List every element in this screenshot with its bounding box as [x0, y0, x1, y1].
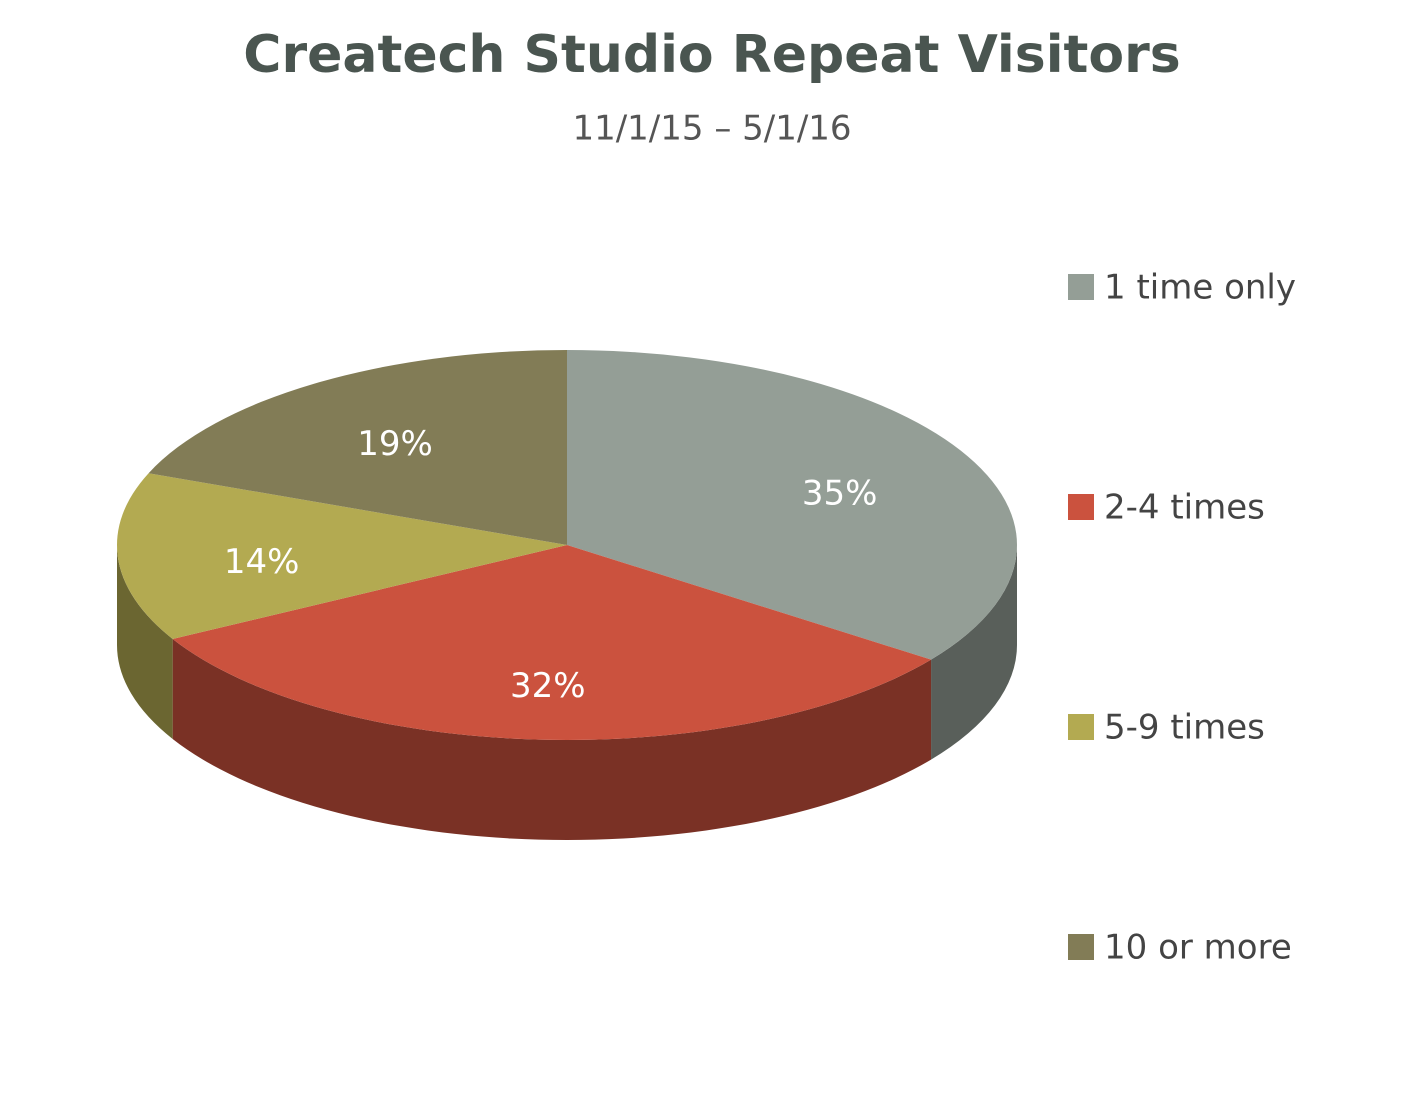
- pie-slice: [567, 350, 1017, 660]
- data-label: 35%: [802, 473, 878, 513]
- data-label: 32%: [510, 666, 586, 706]
- legend-label: 5-9 times: [1104, 708, 1265, 748]
- pie-slice: [172, 545, 932, 740]
- data-label: 14%: [224, 542, 300, 582]
- legend-swatch: [1068, 714, 1094, 740]
- legend-swatch: [1068, 934, 1094, 960]
- chart-subtitle: 11/1/15 – 5/1/16: [572, 109, 851, 149]
- pie-side: [172, 638, 932, 840]
- pie-slice: [148, 350, 567, 545]
- legend-label: 10 or more: [1104, 928, 1292, 968]
- legend-label: 1 time only: [1104, 268, 1296, 308]
- pie-slice: [117, 473, 567, 639]
- legend-label: 2-4 times: [1104, 488, 1265, 528]
- chart-title: Createch Studio Repeat Visitors: [243, 25, 1180, 85]
- pie-side: [931, 545, 1017, 760]
- legend-swatch: [1068, 274, 1094, 300]
- data-label: 19%: [357, 424, 433, 464]
- legend-swatch: [1068, 494, 1094, 520]
- pie-side: [117, 545, 173, 739]
